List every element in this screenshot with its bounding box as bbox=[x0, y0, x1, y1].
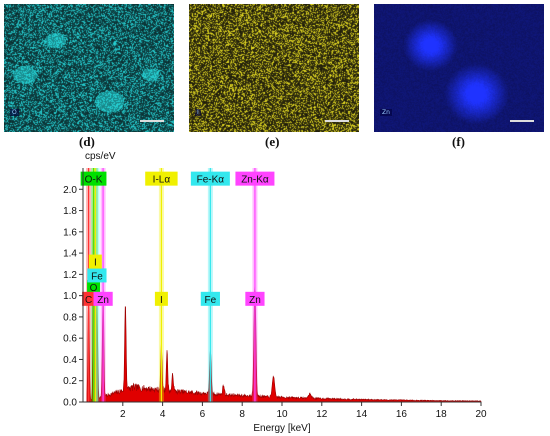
marker-label-box bbox=[145, 171, 178, 186]
y-tick-label: 0.6 bbox=[63, 334, 77, 345]
y-tick-label: 0.2 bbox=[63, 376, 77, 387]
element-tag: I bbox=[195, 109, 201, 116]
x-tick-label: 12 bbox=[316, 409, 328, 420]
y-tick-label: 1.2 bbox=[63, 270, 77, 281]
element-tag: Zn bbox=[380, 109, 392, 116]
spectrum-area bbox=[86, 183, 482, 403]
x-tick-label: 4 bbox=[160, 409, 166, 420]
marker-label-box bbox=[80, 171, 107, 186]
y-tick-label: 0.8 bbox=[63, 312, 77, 323]
marker-label: I-Lα bbox=[153, 175, 171, 186]
x-tick-label: 10 bbox=[276, 409, 288, 420]
scale-bar bbox=[140, 120, 164, 122]
y-tick-label: 1.8 bbox=[63, 206, 77, 217]
y-tick-label: 1.0 bbox=[63, 291, 77, 302]
y-tick-label: 0.0 bbox=[63, 398, 77, 409]
y-axis-title: cps/eV bbox=[85, 151, 116, 162]
eds-map-zinc-image bbox=[374, 4, 544, 132]
marker-label: I bbox=[94, 258, 97, 269]
eds-map-iodine-image bbox=[189, 4, 359, 132]
marker-label-box bbox=[235, 171, 275, 186]
marker-label-box bbox=[88, 254, 102, 269]
y-tick-label: 0.4 bbox=[63, 355, 77, 366]
eds-map-iodine: I bbox=[189, 4, 359, 132]
panel-label-e: (e) bbox=[265, 134, 280, 149]
marker-label: Zn-Kα bbox=[241, 175, 269, 186]
marker-label-box bbox=[190, 171, 230, 186]
marker-label-box bbox=[87, 268, 107, 283]
marker-label-box bbox=[82, 291, 96, 306]
marker-label: C bbox=[85, 295, 92, 306]
plot-area bbox=[83, 168, 481, 402]
x-tick-label: 18 bbox=[436, 409, 448, 420]
scale-bar bbox=[510, 120, 534, 122]
eds-spectrum-chart: O-K OC Fe I Zn I-Lα I Fe-Kα Fe Zn-Kα Zn 0.0 0.2 0.4 0.… bbox=[63, 151, 487, 434]
y-tick-label: 1.4 bbox=[63, 249, 77, 260]
x-tick-label: 14 bbox=[356, 409, 368, 420]
x-axis-title: Energy [keV] bbox=[253, 423, 310, 434]
marker-label: Zn bbox=[249, 295, 261, 306]
scale-bar bbox=[325, 120, 349, 122]
eds-map-zinc: Zn bbox=[374, 4, 544, 132]
element-tag: O bbox=[10, 109, 19, 116]
panel-label-f: (f) bbox=[452, 134, 465, 149]
marker-label: O-K bbox=[85, 175, 103, 186]
marker-label-box bbox=[245, 291, 265, 306]
x-tick-label: 8 bbox=[239, 409, 245, 420]
marker-label: Fe bbox=[91, 271, 103, 282]
marker-label: I bbox=[160, 295, 163, 306]
marker-label-box bbox=[200, 291, 220, 306]
marker-label: Fe bbox=[205, 295, 217, 306]
x-tick-label: 6 bbox=[200, 409, 206, 420]
marker-label: Fe-Kα bbox=[197, 175, 225, 186]
eds-map-oxygen-image bbox=[4, 4, 174, 132]
x-tick-label: 2 bbox=[120, 409, 126, 420]
y-tick-label: 2.0 bbox=[63, 185, 77, 196]
x-tick-label: 16 bbox=[396, 409, 408, 420]
eds-map-oxygen: O bbox=[4, 4, 174, 132]
marker-label-box bbox=[154, 291, 168, 306]
marker-label-box bbox=[93, 291, 113, 306]
y-tick-label: 1.6 bbox=[63, 227, 77, 238]
panel-label-d: (d) bbox=[79, 134, 95, 149]
x-tick-label: 20 bbox=[475, 409, 487, 420]
marker-label-box bbox=[87, 280, 101, 295]
marker-label: O bbox=[90, 283, 98, 294]
marker-label: Zn bbox=[97, 295, 109, 306]
